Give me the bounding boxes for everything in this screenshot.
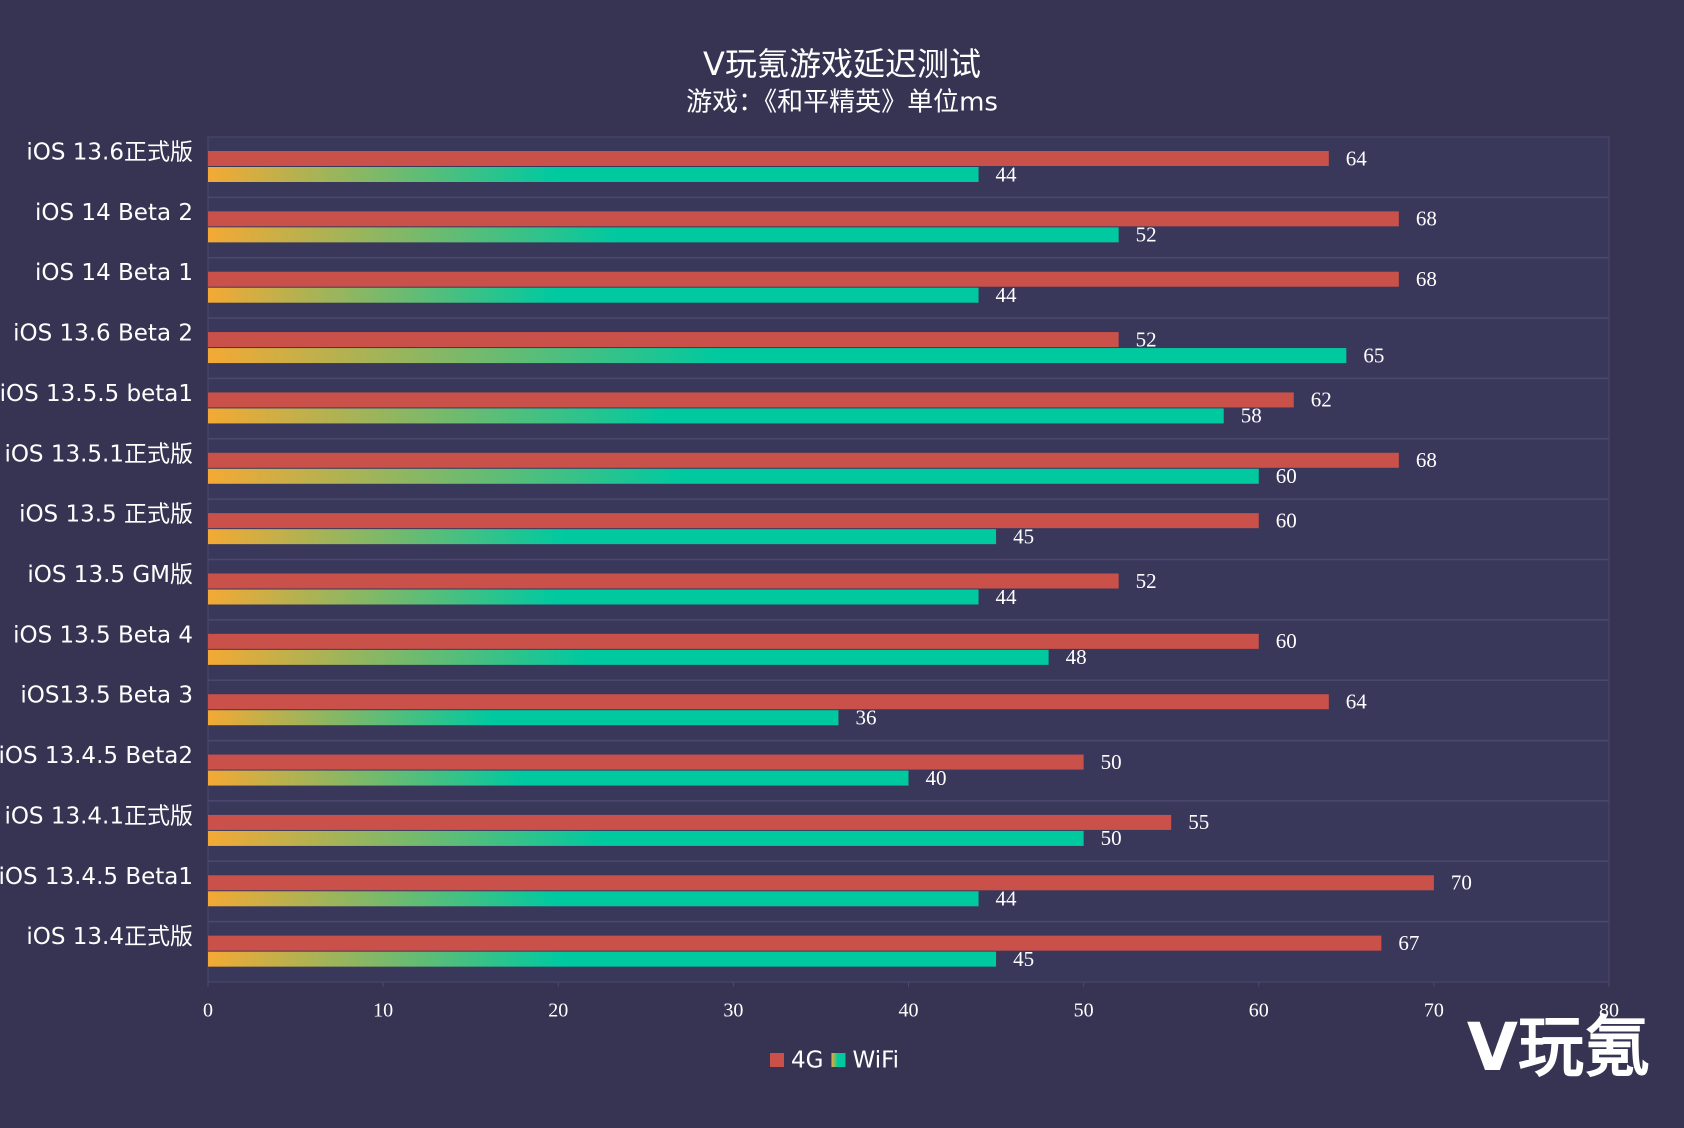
legend-swatch: [770, 1053, 784, 1067]
bar: [208, 271, 1399, 287]
bar: [208, 951, 997, 967]
legend-label: 4G: [791, 1048, 823, 1074]
bar: [208, 649, 1049, 665]
y-tick-label: iOS 13.5.5 beta1: [0, 381, 193, 407]
x-tick-label: 0: [203, 1000, 213, 1022]
bar: [208, 589, 979, 605]
x-tick-label: 80: [1599, 1000, 1619, 1022]
bar: [208, 770, 909, 786]
x-tick-label: 40: [899, 1000, 919, 1022]
value-label: 48: [1066, 645, 1087, 669]
y-tick-label: iOS 13.4.5 Beta1: [0, 864, 193, 890]
x-tick-label: 20: [548, 1000, 568, 1022]
value-label: 65: [1363, 343, 1384, 367]
value-label: 50: [1101, 826, 1122, 850]
value-label: 52: [1136, 327, 1157, 351]
y-tick-label: iOS 14 Beta 2: [35, 200, 193, 226]
bar: [208, 287, 979, 303]
bar: [208, 452, 1399, 468]
bar: [208, 875, 1434, 891]
y-tick-label: iOS 13.4.5 Beta2: [0, 743, 193, 769]
bar: [208, 408, 1224, 424]
watermark: V玩氪: [1467, 1009, 1650, 1086]
bar: [208, 513, 1259, 529]
bar: [208, 891, 979, 907]
value-label: 50: [1101, 750, 1122, 774]
x-tick-label: 70: [1424, 1000, 1444, 1022]
value-label: 60: [1276, 508, 1297, 532]
value-label: 67: [1398, 931, 1419, 955]
value-label: 68: [1416, 448, 1437, 472]
value-label: 45: [1013, 947, 1034, 971]
value-label: 64: [1346, 690, 1368, 714]
x-tick-label: 50: [1074, 1000, 1094, 1022]
x-tick-label: 30: [723, 1000, 743, 1022]
value-label: 60: [1276, 464, 1297, 488]
value-label: 40: [926, 766, 947, 790]
y-tick-label: iOS 13.5.1正式版: [4, 441, 193, 467]
value-label: 70: [1451, 871, 1472, 895]
legend-swatch: [831, 1053, 846, 1067]
bar: [208, 830, 1084, 846]
bar: [208, 754, 1084, 770]
value-label: 36: [855, 706, 876, 730]
bar: [208, 332, 1119, 348]
bar: [208, 468, 1259, 484]
chart-title: V玩氪游戏延迟测试: [703, 45, 981, 83]
value-label: 64: [1346, 146, 1368, 170]
y-tick-label: iOS 13.4正式版: [26, 924, 193, 950]
y-tick-label: iOS 14 Beta 1: [35, 260, 193, 286]
chart-subtitle: 游戏：《和平精英》单位ms: [686, 88, 998, 118]
value-label: 45: [1013, 524, 1034, 548]
bar: [208, 348, 1347, 364]
bar: [208, 211, 1399, 227]
bar: [208, 167, 979, 182]
value-label: 52: [1136, 223, 1157, 247]
y-tick-label: iOS 13.6 Beta 2: [13, 321, 193, 347]
bar: [208, 392, 1294, 408]
value-label: 58: [1241, 404, 1262, 428]
y-tick-label: iOS 13.4.1正式版: [4, 803, 193, 829]
value-label: 68: [1416, 267, 1437, 291]
bar: [208, 573, 1119, 589]
legend-label: WiFi: [852, 1048, 899, 1074]
y-tick-label: iOS 13.6正式版: [26, 140, 193, 166]
y-tick-label: iOS13.5 Beta 3: [20, 683, 193, 709]
value-label: 68: [1416, 207, 1437, 231]
bar: [208, 529, 997, 545]
value-label: 44: [996, 162, 1018, 186]
bar: [208, 227, 1119, 243]
value-label: 44: [996, 283, 1018, 307]
value-label: 44: [996, 887, 1018, 911]
bar: [208, 633, 1259, 649]
x-tick-label: 60: [1249, 1000, 1269, 1022]
value-label: 52: [1136, 569, 1157, 593]
y-tick-label: iOS 13.5 Beta 4: [13, 622, 193, 648]
y-tick-label: iOS 13.5 正式版: [19, 502, 193, 528]
value-label: 62: [1311, 388, 1332, 412]
y-tick-label: iOS 13.5 GM版: [27, 562, 193, 588]
value-label: 60: [1276, 629, 1297, 653]
bar: [208, 935, 1382, 951]
bar: [208, 151, 1329, 166]
value-label: 44: [996, 585, 1018, 609]
bar: [208, 694, 1329, 710]
bar: [208, 814, 1172, 830]
x-tick-label: 10: [373, 1000, 393, 1022]
bar: [208, 710, 839, 726]
value-label: 55: [1188, 810, 1209, 834]
